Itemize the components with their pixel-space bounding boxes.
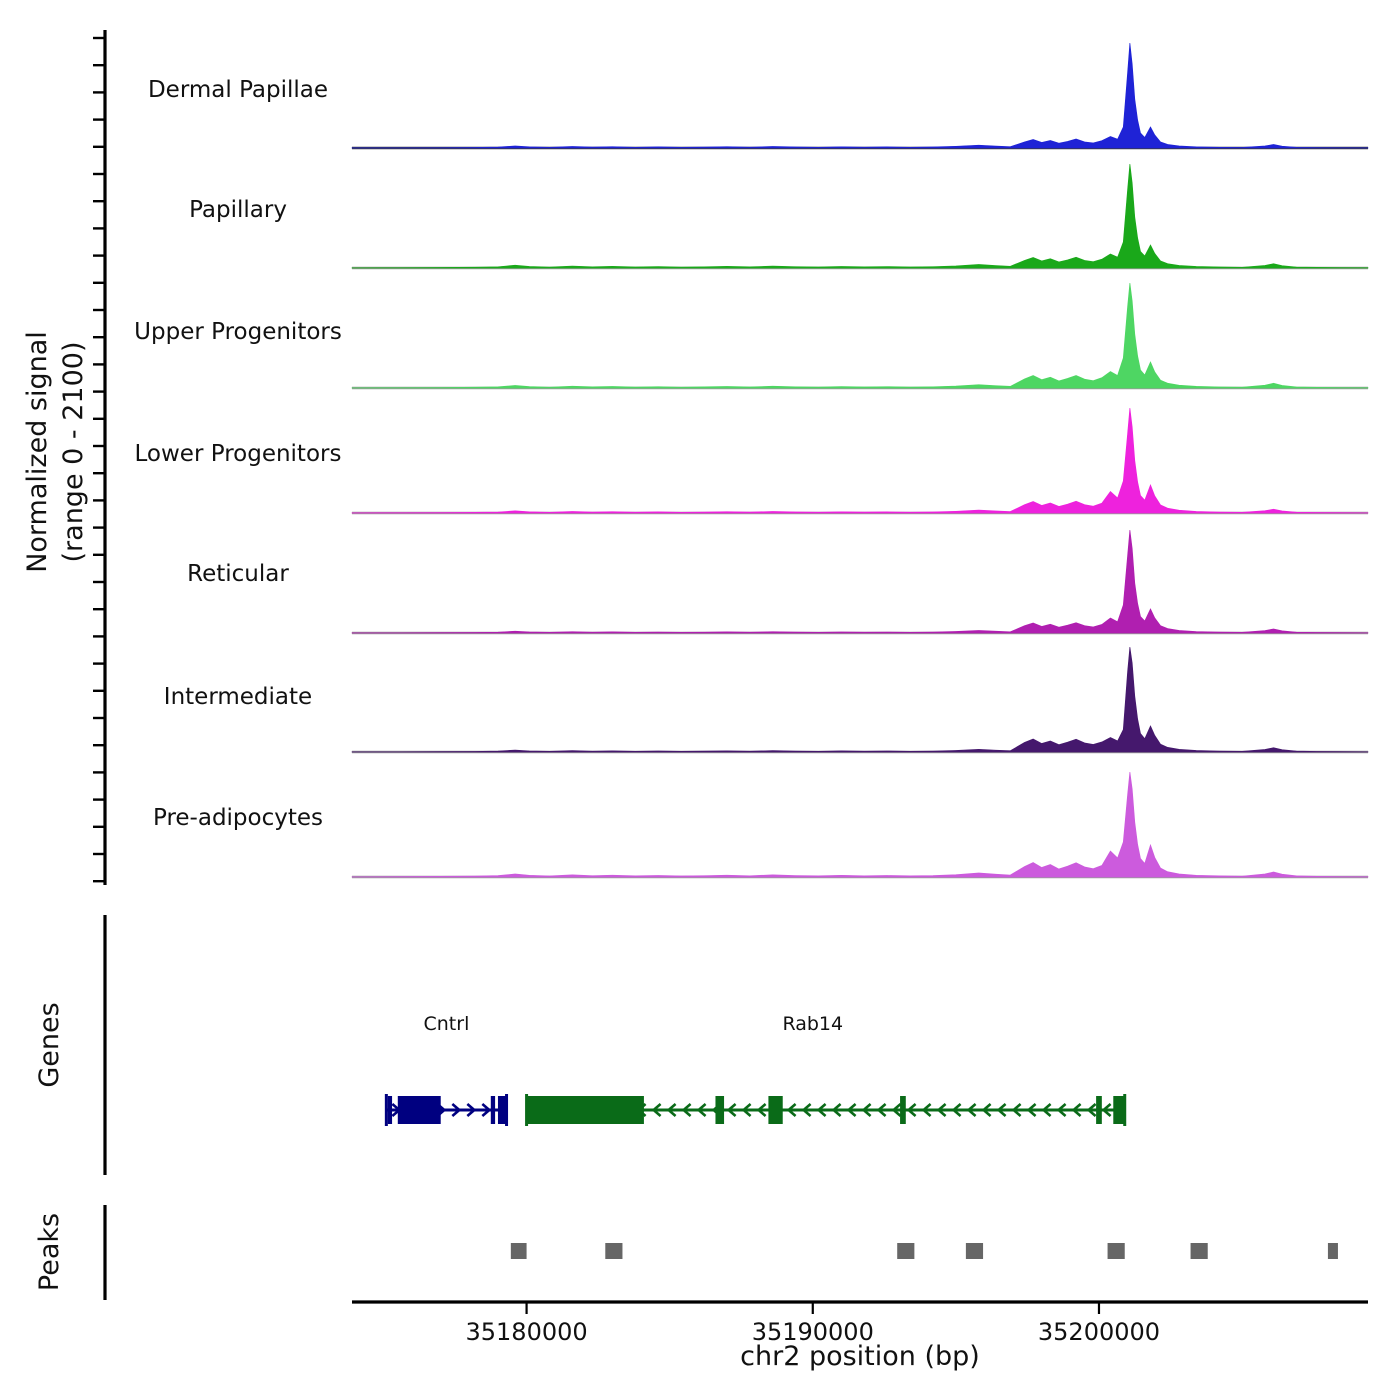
gene-exon — [397, 1096, 441, 1124]
gene-strand-arrow — [831, 1103, 842, 1117]
gene-strand-arrow — [1056, 1103, 1067, 1117]
gene-exon — [387, 1096, 393, 1124]
gene-strand-arrow — [876, 1103, 887, 1117]
gene-exon — [768, 1096, 783, 1124]
x-axis-ticks: 35180000 35190000 35200000 — [466, 1302, 1160, 1346]
y-axis-title-line2: (range 0 - 2100) — [58, 342, 89, 563]
signal-area — [351, 282, 1369, 389]
signal-area — [351, 42, 1369, 149]
peak-blocks — [510, 1243, 1338, 1259]
signal-area — [351, 646, 1369, 753]
gene-strand-arrow — [681, 1103, 692, 1117]
gene-strand-arrow — [451, 1103, 462, 1117]
gene-strand-arrow — [1011, 1103, 1022, 1117]
signal-area — [351, 529, 1369, 634]
gene-strand-arrow — [921, 1103, 932, 1117]
peak-block[interactable] — [510, 1243, 527, 1259]
gene-exon — [497, 1096, 507, 1124]
gene-label: Rab14 — [782, 1013, 843, 1035]
gene-strand-arrow — [891, 1103, 902, 1117]
peaks-panel-label: Peaks — [34, 1213, 65, 1291]
gene-models: Cntrl Rab14 — [384, 1013, 1127, 1126]
gene-strand-arrow — [666, 1103, 677, 1117]
gene-strand-arrow — [816, 1103, 827, 1117]
signal-track: Pre-adipocytes — [153, 771, 1369, 879]
x-axis-tick-label: 35200000 — [1038, 1318, 1160, 1346]
x-axis-title: chr2 position (bp) — [740, 1341, 980, 1372]
gene-strand-arrow — [981, 1103, 992, 1117]
track-label: Intermediate — [164, 684, 312, 710]
gene-exon — [1113, 1096, 1125, 1124]
track-label: Dermal Papillae — [148, 77, 328, 103]
gene-strand-arrow — [1101, 1103, 1112, 1117]
track-label: Lower Progenitors — [135, 441, 342, 467]
signal-area — [351, 771, 1369, 878]
track-label: Upper Progenitors — [134, 319, 342, 345]
x-axis-tick-label: 35180000 — [466, 1318, 588, 1346]
gene-exon — [715, 1096, 725, 1124]
track-label: Reticular — [187, 561, 289, 587]
x-axis-tick-label: 35190000 — [752, 1318, 874, 1346]
gene-strand-arrow — [966, 1103, 977, 1117]
peak-block[interactable] — [605, 1243, 623, 1259]
gene-model[interactable]: Cntrl — [384, 1013, 509, 1126]
peak-block[interactable] — [1327, 1243, 1338, 1259]
peak-block[interactable] — [965, 1243, 984, 1259]
signal-track: Lower Progenitors — [135, 407, 1369, 515]
gene-strand-arrow — [651, 1103, 662, 1117]
gene-exon — [526, 1096, 644, 1124]
peak-block[interactable] — [1107, 1243, 1125, 1259]
gene-strand-arrow — [466, 1103, 477, 1117]
gene-strand-arrow — [696, 1103, 707, 1117]
gene-strand-arrow — [906, 1103, 917, 1117]
gene-strand-arrow — [951, 1103, 962, 1117]
peak-block[interactable] — [1190, 1243, 1208, 1259]
gene-model[interactable]: Rab14 — [525, 1013, 1127, 1126]
y-axis-minor-ticks — [93, 36, 105, 883]
gene-strand-arrow — [801, 1103, 812, 1117]
gene-strand-arrow — [786, 1103, 797, 1117]
signal-track: Upper Progenitors — [134, 282, 1369, 390]
gene-strand-arrow — [1041, 1103, 1052, 1117]
gene-label: Cntrl — [424, 1013, 470, 1035]
track-label: Pre-adipocytes — [153, 805, 323, 831]
gene-exon — [900, 1096, 906, 1124]
gene-strand-arrow — [481, 1103, 492, 1117]
gene-exon — [1096, 1096, 1102, 1124]
signal-area — [351, 407, 1369, 514]
gene-strand-arrow — [1086, 1103, 1097, 1117]
signal-track: Reticular — [187, 529, 1369, 635]
gene-strand-arrow — [741, 1103, 752, 1117]
signal-tracks: Dermal Papillae Papillary Upper Progenitor… — [134, 42, 1369, 879]
gene-strand-arrow — [861, 1103, 872, 1117]
genes-panel-label: Genes — [34, 1002, 65, 1087]
gene-strand-arrow — [1026, 1103, 1037, 1117]
signal-track: Dermal Papillae — [148, 42, 1369, 150]
gene-strand-arrow — [846, 1103, 857, 1117]
signal-area — [351, 163, 1369, 269]
track-label: Papillary — [189, 197, 287, 223]
y-axis-title-line1: Normalized signal — [22, 331, 53, 573]
gene-strand-arrow — [1071, 1103, 1082, 1117]
gene-strand-arrow — [756, 1103, 767, 1117]
signal-track: Intermediate — [164, 646, 1369, 754]
gene-strand-arrow — [936, 1103, 947, 1117]
gene-exon — [490, 1096, 496, 1124]
gene-strand-arrow — [996, 1103, 1007, 1117]
signal-track: Papillary — [189, 163, 1369, 270]
peak-block[interactable] — [897, 1243, 915, 1259]
gene-strand-arrow — [726, 1103, 737, 1117]
